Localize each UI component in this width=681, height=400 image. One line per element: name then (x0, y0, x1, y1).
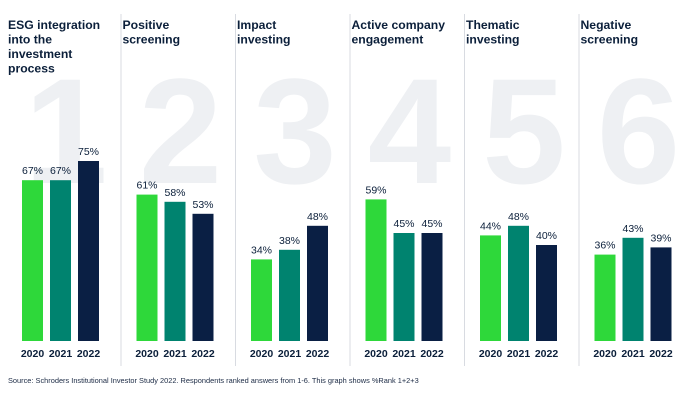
group-title-line: engagement (352, 33, 424, 47)
bar-2022 (536, 245, 557, 341)
data-label: 53% (192, 199, 213, 211)
year-tick-label: 2021 (621, 348, 645, 360)
rank-numeral: 2 (139, 47, 222, 215)
data-label: 36% (594, 240, 615, 252)
bar-2021 (508, 225, 529, 341)
rank-numeral: 3 (253, 47, 336, 215)
year-tick-label: 2020 (364, 348, 388, 360)
year-tick-label: 2020 (479, 348, 503, 360)
data-label: 48% (508, 211, 529, 223)
rank-numeral: 5 (482, 47, 565, 215)
group-title-line: ESG integration (8, 18, 100, 32)
data-label: 44% (480, 220, 501, 232)
data-label: 67% (22, 165, 43, 177)
year-tick-label: 2022 (420, 348, 444, 360)
bar-2021 (393, 233, 415, 341)
bar-2022 (307, 225, 328, 341)
data-label: 58% (164, 187, 185, 199)
bar-2022 (650, 247, 672, 341)
data-label: 43% (622, 223, 643, 235)
year-tick-label: 2020 (593, 348, 617, 360)
year-tick-label: 2022 (191, 348, 215, 360)
bar-2021 (622, 237, 644, 341)
group-title-line: Negative (581, 18, 632, 32)
bar-2020 (22, 180, 43, 341)
year-tick-label: 2022 (306, 348, 330, 360)
data-label: 38% (279, 235, 300, 247)
year-tick-label: 2021 (163, 348, 187, 360)
data-label: 45% (421, 218, 442, 230)
group-title-line: Thematic (466, 18, 520, 32)
year-tick-label: 2021 (392, 348, 416, 360)
year-tick-label: 2022 (77, 348, 101, 360)
group-title-line: Positive (123, 18, 170, 32)
group-title-line: Impact (237, 18, 276, 32)
group-title-line: screening (123, 33, 181, 47)
data-label: 40% (536, 230, 557, 242)
source-note: Source: Schroders Institutional Investor… (8, 376, 419, 385)
data-label: 34% (251, 244, 272, 256)
year-tick-label: 2020 (250, 348, 274, 360)
year-tick-label: 2022 (535, 348, 559, 360)
data-label: 61% (136, 180, 157, 192)
data-label: 67% (50, 165, 71, 177)
group-title-line: investing (237, 33, 291, 47)
bar-2022 (421, 233, 443, 341)
year-tick-label: 2021 (507, 348, 531, 360)
group-title-line: investment (8, 47, 72, 61)
rank-numeral: 4 (368, 47, 451, 215)
year-tick-label: 2022 (649, 348, 673, 360)
data-label: 39% (650, 232, 671, 244)
group-title-line: Active company (352, 18, 446, 32)
bar-2022 (192, 213, 214, 341)
year-tick-label: 2021 (49, 348, 73, 360)
bar-2020 (365, 199, 387, 341)
bar-2021 (50, 180, 71, 341)
year-tick-label: 2020 (135, 348, 159, 360)
data-label: 48% (307, 211, 328, 223)
data-label: 45% (393, 218, 414, 230)
bar-2020 (136, 194, 158, 341)
bar-2020 (480, 235, 501, 341)
data-label: 75% (78, 146, 99, 158)
data-label: 59% (365, 184, 386, 196)
year-tick-label: 2020 (21, 348, 45, 360)
bar-2022 (78, 161, 99, 341)
bar-2021 (279, 249, 300, 341)
bar-2020 (594, 254, 616, 341)
group-title-line: investing (466, 33, 520, 47)
group-title-line: process (8, 62, 55, 76)
year-tick-label: 2021 (278, 348, 302, 360)
bar-2020 (251, 259, 272, 341)
rank-numeral: 6 (597, 47, 680, 215)
group-title-line: screening (581, 33, 639, 47)
group-title-line: into the (8, 33, 52, 47)
bar-2021 (164, 201, 186, 341)
